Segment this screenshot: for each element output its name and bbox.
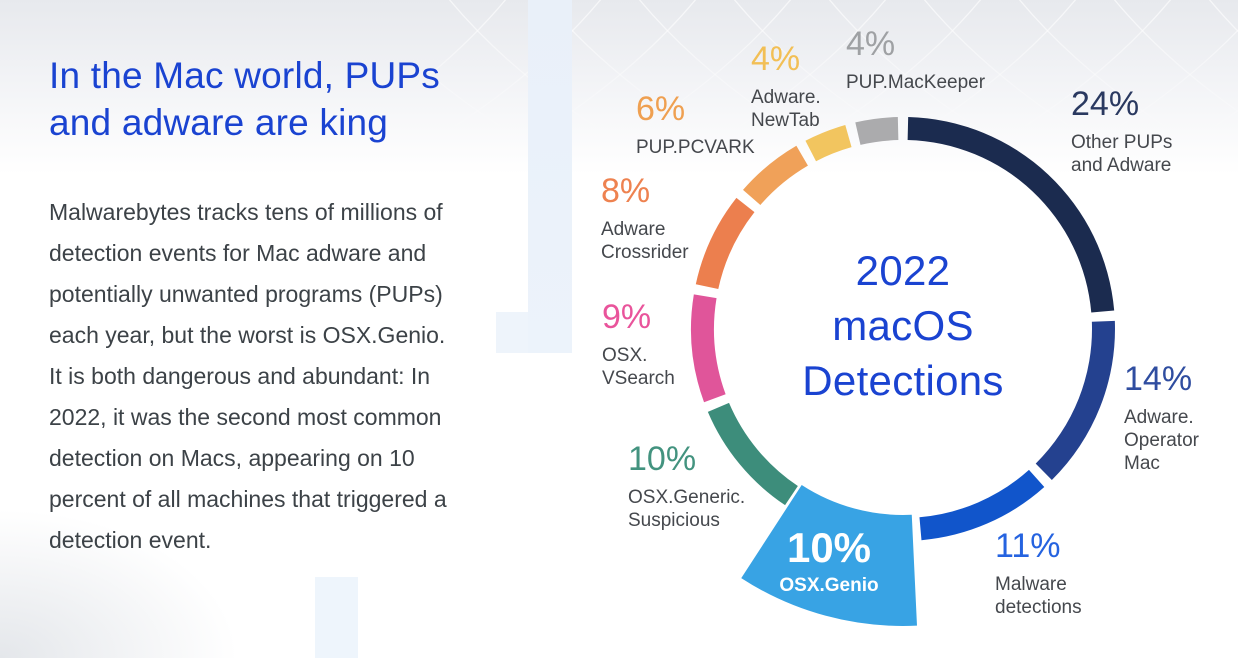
donut-slice-6 (695, 197, 755, 290)
slice-callout-osx-generic-suspicious: 10% OSX.Generic. Suspicious (628, 441, 745, 532)
slice-callout-malware-detections: 11% Malware detections (995, 528, 1082, 619)
slice-callout-pup-pcvark: 6% PUP.PCVARK (636, 91, 755, 159)
donut-slice-4 (707, 402, 798, 506)
donut-slice-2 (919, 469, 1045, 541)
slice-callout-adware-operator-mac: 14% Adware. Operator Mac (1124, 361, 1199, 475)
donut-slice-5 (691, 294, 726, 403)
body-paragraph: Malwarebytes tracks tens of millions of … (49, 199, 447, 553)
slice-value: 10% (786, 524, 872, 571)
slice-callout-other-pups: 24% Other PUPs and Adware (1071, 86, 1172, 177)
slice-name: OSX.Generic. Suspicious (628, 487, 746, 531)
slice-callout-adware-newtab: 4% Adware. NewTab (751, 41, 821, 132)
slice-value: 9% (602, 298, 652, 336)
slice-value: 8% (601, 172, 651, 210)
donut-slice-8 (805, 125, 852, 162)
slice-name: Malware detections (995, 574, 1082, 618)
slice-value: 11% (995, 527, 1061, 565)
slice-value: 24% (1071, 85, 1140, 123)
slice-name: OSX.Genio (779, 575, 879, 596)
pixel-decoration-foot (496, 312, 528, 353)
slice-callout-pup-mackeeper: 4% PUP.MacKeeper (846, 26, 985, 94)
slice-value: 6% (636, 90, 686, 128)
donut-slice-7 (743, 145, 808, 205)
slice-name: PUP.MacKeeper (846, 72, 986, 93)
slice-callout-adware-crossrider: 8% Adware Crossrider (601, 173, 689, 264)
slice-name: PUP.PCVARK (636, 137, 755, 158)
page-title: In the Mac world, PUPs and adware are ki… (49, 55, 440, 143)
slice-name: Adware Crossrider (601, 219, 689, 263)
slice-name: Adware. NewTab (751, 87, 821, 131)
slice-value: 10% (628, 440, 697, 478)
slice-callout-osx-genio: 10% OSX.Genio (748, 526, 910, 597)
slice-name: Other PUPs and Adware (1071, 132, 1173, 176)
slice-callout-osx-vsearch: 9% OSX. VSearch (602, 299, 675, 390)
slice-name: OSX. VSearch (602, 345, 675, 389)
pixel-decoration-column (528, 0, 572, 353)
donut-slice-0 (907, 117, 1115, 313)
slice-value: 4% (751, 40, 801, 78)
donut-slice-9 (855, 117, 899, 145)
pixel-decoration-bottom (315, 577, 358, 658)
slice-value: 14% (1124, 360, 1193, 398)
donut-slice-1 (1035, 320, 1115, 480)
slice-value: 4% (846, 25, 896, 63)
donut-slice-3 (741, 484, 917, 627)
slice-name: Adware. Operator Mac (1124, 407, 1199, 474)
chart-center-title: 2022 macOS Detections (802, 247, 1004, 404)
